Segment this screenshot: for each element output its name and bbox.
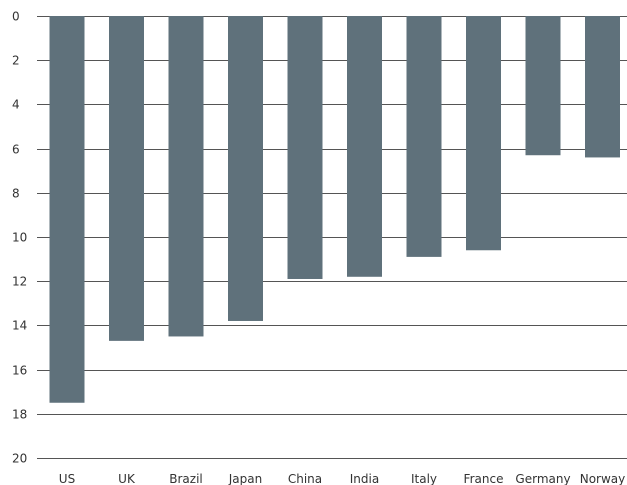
y-axis-tick-labels: 0 2 4 6 8 10 12 14 16 18 20 [12,10,27,466]
bar-france [466,16,501,251]
bar-india [347,16,382,277]
category-label-japan: Japan [228,472,262,485]
category-label-france: France [464,472,504,485]
y-tick-label: 2 [12,54,20,68]
y-tick-label: 10 [12,231,27,245]
category-label-india: India [350,472,379,485]
x-axis-category-labels: US UK Brazil Japan China India Italy France Germ… [59,472,625,485]
bar-us [49,16,85,403]
bar-brazil [168,16,204,337]
y-tick-label: 16 [12,364,27,378]
bars [49,16,620,403]
category-label-china: China [288,472,322,485]
bar-japan [228,16,263,321]
y-tick-label: 4 [12,98,20,112]
y-tick-label: 0 [12,10,20,24]
y-tick-label: 12 [12,275,27,289]
y-tick-label: 14 [12,319,27,333]
category-label-norway: Norway [580,472,626,485]
category-label-brazil: Brazil [169,472,203,485]
bar-germany [525,16,561,156]
category-label-us: US [59,472,75,485]
bar-norway [585,16,620,158]
bar-china [287,16,323,279]
category-label-uk: UK [118,472,136,485]
y-tick-label: 8 [12,187,20,201]
category-label-italy: Italy [411,472,437,485]
bar-italy [406,16,442,257]
y-tick-label: 20 [12,452,27,466]
y-tick-label: 6 [12,143,20,157]
bar-uk [109,16,144,341]
category-label-germany: Germany [515,472,570,485]
y-tick-label: 18 [12,408,27,422]
